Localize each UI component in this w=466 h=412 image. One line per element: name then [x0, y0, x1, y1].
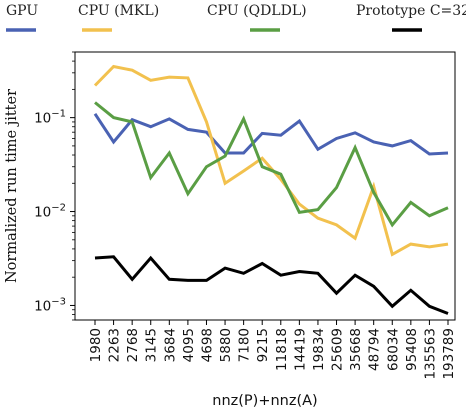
legend-label-gpu: GPU: [6, 3, 38, 19]
x-tick-label: 7180: [237, 328, 253, 362]
legend-label-cpu-qdldl: CPU (QDLDL): [207, 3, 307, 19]
x-tick-label: 1980: [88, 328, 104, 362]
x-tick-label: 9215: [255, 328, 271, 362]
x-tick-label: 95408: [404, 328, 420, 371]
x-tick-label: 35668: [348, 328, 364, 371]
x-tick-label: 25609: [330, 328, 346, 371]
x-tick-label: 3684: [162, 328, 178, 362]
x-tick-label: 48794: [367, 328, 383, 371]
y-tick-label: 10−2: [34, 203, 66, 221]
series-line-cpu-mkl: [93, 64, 449, 257]
x-tick-label: 4698: [199, 328, 215, 362]
series-lines: [93, 64, 449, 315]
x-tick-label: 11818: [274, 328, 290, 371]
series-line-prototype-c-32: [94, 255, 449, 315]
x-tick-label: 2768: [125, 328, 141, 362]
x-tick-label: 68034: [385, 328, 401, 371]
legend-label-cpu-mkl: CPU (MKL): [78, 3, 159, 19]
y-axis-label: Normalized run time jitter: [4, 89, 20, 283]
y-tick-label: 10−1: [34, 109, 66, 127]
x-tick-label: 4095: [181, 328, 197, 362]
legend: GPU CPU (MKL) CPU (QDLDL) Prototype C=32: [6, 3, 466, 32]
plot-area-frame: [74, 51, 456, 321]
series-line-gpu: [93, 112, 449, 156]
legend-label-prototype-c-32: Prototype C=32: [356, 3, 466, 19]
x-tick-label: 2263: [107, 328, 123, 362]
x-tick-label: 3145: [144, 328, 160, 362]
x-axis: 1980 2263 2768 3145 3684 4095 4698 5880 7180 9215…: [88, 320, 457, 380]
x-tick-label: 19834: [311, 328, 327, 371]
x-tick-label: 5880: [218, 328, 234, 362]
x-tick-label: 193789: [441, 328, 457, 380]
series-line-cpu-qdldl: [94, 101, 449, 228]
x-tick-label: 14419: [292, 328, 308, 371]
x-axis-label: nnz(P)+nnz(A): [212, 393, 317, 409]
x-tick-label: 135563: [422, 328, 438, 380]
y-axis: 10−3 10−2 10−1: [34, 51, 75, 321]
y-tick-label: 10−3: [34, 296, 66, 314]
